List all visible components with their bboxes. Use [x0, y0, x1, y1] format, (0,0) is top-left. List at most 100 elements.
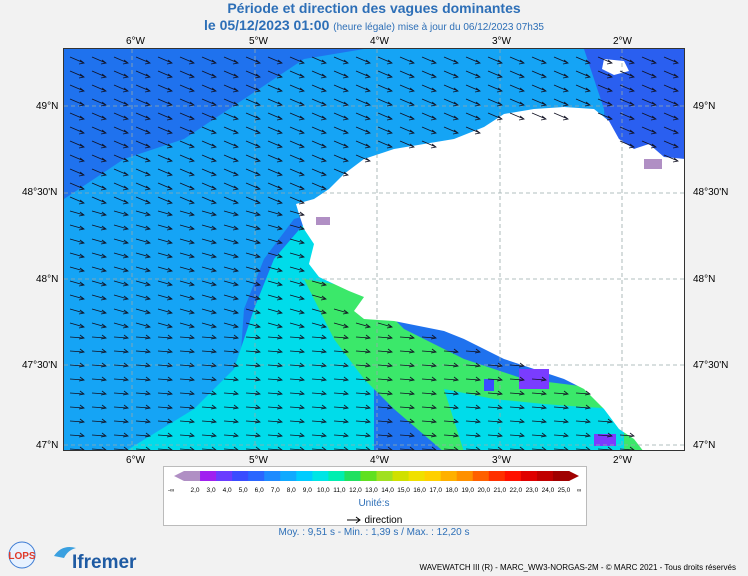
- direction-arrow: [135, 334, 151, 340]
- direction-arrow: [487, 84, 503, 93]
- direction-arrow: [245, 432, 261, 438]
- sea-shelf-zone: [127, 209, 374, 450]
- direction-arrow: [553, 84, 569, 93]
- legend-tick: 11,0: [333, 487, 346, 494]
- direction-arrow: [223, 154, 239, 163]
- direction-arrow: [553, 404, 569, 410]
- direction-arrow: [575, 432, 591, 438]
- direction-arrow: [91, 126, 107, 135]
- direction-arrow: [69, 252, 85, 259]
- direction-arrow: [289, 154, 305, 163]
- lon-label-bottom: 6°W: [126, 455, 145, 466]
- direction-arrow: [289, 404, 305, 410]
- sea-east-zone: [584, 49, 684, 159]
- lon-label-bottom: 3°W: [492, 455, 511, 466]
- direction-arrow: [267, 196, 283, 205]
- direction-arrow: [223, 84, 239, 93]
- direction-arrow: [157, 348, 173, 354]
- direction-arrow: [201, 280, 217, 287]
- direction-arrow: [179, 294, 195, 301]
- direction-arrow: [113, 112, 129, 121]
- direction-arrow: [509, 404, 525, 410]
- direction-arrow: [509, 446, 525, 450]
- legend-low-symbol: -∞: [168, 488, 174, 494]
- direction-arrow: [157, 182, 173, 191]
- direction-arrow: [179, 126, 195, 135]
- direction-arrow: [399, 432, 415, 438]
- direction-arrow: [69, 70, 85, 79]
- direction-arrow: [311, 362, 327, 368]
- direction-arrow: [267, 322, 283, 329]
- direction-arrow: [179, 168, 195, 177]
- legend-swatch: [408, 471, 426, 481]
- direction-arrow: [267, 294, 283, 301]
- bay-patch: [644, 159, 662, 169]
- lon-label-top: 6°W: [126, 36, 145, 47]
- direction-arrow: [69, 140, 85, 149]
- direction-arrow: [201, 390, 217, 396]
- direction-arrow: [69, 308, 85, 315]
- direction-arrow: [289, 168, 305, 177]
- direction-arrow: [333, 376, 349, 382]
- direction-arrow: [487, 390, 503, 396]
- direction-arrow: [267, 334, 283, 340]
- direction-arrow: [245, 252, 261, 259]
- legend-swatch: [280, 471, 297, 481]
- direction-arrow: [245, 154, 261, 163]
- direction-arrow: [267, 446, 283, 450]
- direction-arrow: [91, 84, 107, 93]
- direction-arrow: [289, 56, 305, 65]
- direction-arrow: [663, 98, 679, 107]
- direction-arrow: [157, 376, 173, 382]
- direction-arrow: [267, 266, 283, 273]
- direction-arrow: [465, 348, 481, 354]
- map-date: le 05/12/2023 01:00: [204, 17, 330, 33]
- direction-arrow: [289, 362, 305, 368]
- direction-arrow: [443, 362, 459, 368]
- direction-arrow: [245, 266, 261, 273]
- direction-arrow: [355, 362, 371, 368]
- direction-arrow: [333, 154, 349, 163]
- direction-arrow: [597, 98, 613, 107]
- direction-arrow: [113, 252, 129, 259]
- direction-arrow: [333, 56, 349, 65]
- direction-arrow: [641, 56, 657, 65]
- direction-arrow: [157, 280, 173, 287]
- direction-arrow: [311, 390, 327, 396]
- direction-arrow: [487, 446, 503, 450]
- wave-map[interactable]: [63, 48, 685, 451]
- direction-arrow: [531, 84, 547, 93]
- direction-arrow: [223, 432, 239, 438]
- graticule: [64, 49, 684, 450]
- direction-arrow: [245, 404, 261, 410]
- direction-arrow: [179, 308, 195, 315]
- direction-arrow: [69, 348, 85, 354]
- direction-arrow: [333, 168, 349, 177]
- direction-arrow: [311, 376, 327, 382]
- direction-arrow: [311, 432, 327, 438]
- direction-arrow: [311, 404, 327, 410]
- direction-arrow: [135, 140, 151, 149]
- direction-arrow: [135, 112, 151, 121]
- legend: -∞ 2,0 3,0 4,0 5,0 6,0 7,0 8,0 9,0 10,0 11,0 12,0 13…: [163, 466, 587, 526]
- direction-arrow: [179, 224, 195, 231]
- direction-arrow: [157, 432, 173, 438]
- direction-arrow: [399, 334, 415, 340]
- legend-swatch: [520, 471, 538, 481]
- direction-arrow: [289, 84, 305, 93]
- direction-arrow: [333, 112, 349, 121]
- legend-swatch: [248, 471, 265, 481]
- direction-arrow: [267, 362, 283, 368]
- direction-arrow: [421, 98, 437, 107]
- legend-tick: 20,0: [477, 487, 490, 494]
- direction-arrow: [399, 362, 415, 368]
- direction-arrow: [179, 446, 195, 450]
- direction-arrow: [201, 112, 217, 121]
- direction-arrow: [443, 390, 459, 396]
- direction-arrow: [575, 390, 591, 396]
- direction-arrow: [91, 182, 107, 191]
- lon-label-top: 5°W: [249, 36, 268, 47]
- legend-swatch: [456, 471, 474, 481]
- direction-arrow: [575, 84, 591, 93]
- direction-arrow: [223, 224, 239, 231]
